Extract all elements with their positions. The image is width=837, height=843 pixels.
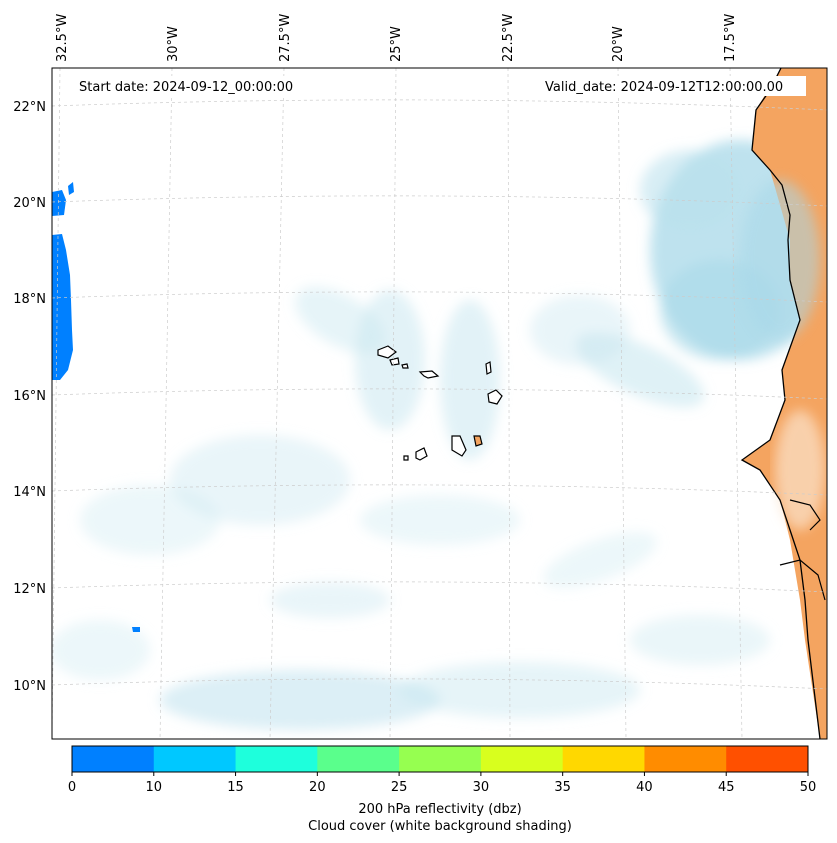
start-date-box bbox=[74, 76, 314, 96]
parallel bbox=[52, 291, 827, 303]
meridian bbox=[617, 68, 627, 739]
parallel bbox=[52, 581, 827, 593]
colorbar-segment bbox=[399, 746, 482, 772]
coastline bbox=[789, 499, 821, 531]
lon-label: 25°W bbox=[389, 26, 404, 62]
meridian bbox=[52, 68, 61, 739]
lon-label: 32.5°W bbox=[55, 14, 70, 62]
plot-frame bbox=[51, 67, 828, 740]
colorbar: 0 10 15 20 25 30 35 40 45 50 bbox=[68, 745, 817, 795]
colorbar-tick-label: 30 bbox=[473, 780, 490, 795]
lat-label: 12°N bbox=[13, 582, 46, 597]
meridian bbox=[389, 68, 397, 739]
cloud-over-land bbox=[740, 180, 820, 340]
cloud-patch bbox=[630, 615, 770, 665]
colorbar-tick-label: 35 bbox=[554, 780, 571, 795]
meridian bbox=[269, 68, 285, 739]
cloud-patch bbox=[543, 532, 657, 588]
colorbar-segment bbox=[480, 746, 564, 772]
island-maio bbox=[473, 435, 483, 447]
cloud-patch bbox=[440, 300, 500, 460]
cloud-patch bbox=[400, 662, 640, 718]
colorbar-tick-label: 25 bbox=[391, 780, 408, 795]
parallel bbox=[52, 99, 827, 111]
lat-label: 14°N bbox=[13, 485, 46, 500]
cloud-patch bbox=[270, 582, 390, 618]
reflectivity-echo bbox=[68, 182, 74, 195]
cloud-patch bbox=[170, 435, 350, 525]
parallel bbox=[52, 484, 827, 496]
lon-label: 20°W bbox=[611, 26, 626, 62]
meridian bbox=[159, 68, 173, 739]
island-boa-vista bbox=[487, 389, 503, 405]
island-sal bbox=[485, 361, 492, 375]
meridian bbox=[507, 68, 511, 739]
lat-label: 10°N bbox=[13, 679, 46, 694]
parallel bbox=[52, 388, 827, 400]
cloud-patch bbox=[294, 286, 386, 354]
colorbar-tick-label: 0 bbox=[68, 780, 76, 795]
parallel bbox=[52, 678, 827, 690]
colorbar-tick-label: 40 bbox=[636, 780, 653, 795]
island-brava bbox=[403, 455, 409, 461]
cloud-patch bbox=[160, 670, 440, 730]
coastline bbox=[740, 68, 821, 739]
colorbar-tick-label: 50 bbox=[800, 780, 817, 795]
colorbar-segment bbox=[644, 746, 727, 772]
cloud-patch bbox=[80, 485, 220, 555]
parallel bbox=[52, 195, 827, 207]
colorbar-frame bbox=[71, 745, 809, 773]
reflectivity-echo bbox=[52, 190, 66, 216]
cloud-patch bbox=[640, 150, 740, 230]
reflectivity-echo bbox=[132, 627, 140, 632]
island-sao-vicente bbox=[389, 357, 400, 366]
valid-date-box bbox=[540, 76, 806, 96]
colorbar-tick-label: 15 bbox=[227, 780, 244, 795]
island-santo-antao bbox=[377, 345, 397, 359]
island-santiago bbox=[451, 435, 467, 457]
valid-date-label: Valid_date: 2024-09-12T12:00:00.00 bbox=[545, 80, 783, 95]
lat-label: 16°N bbox=[13, 389, 46, 404]
lat-label: 22°N bbox=[13, 100, 46, 115]
colorbar-tick-label: 20 bbox=[309, 780, 326, 795]
cloud-patch bbox=[360, 495, 520, 545]
plot-layers bbox=[52, 68, 827, 739]
cloud-patch bbox=[530, 295, 630, 365]
meridian bbox=[729, 68, 743, 739]
colorbar-segment bbox=[317, 746, 400, 772]
lon-label: 22.5°W bbox=[501, 14, 516, 62]
colorbar-label-line2: Cloud cover (white background shading) bbox=[308, 819, 572, 834]
longitude-labels: 32.5°W 30°W 27.5°W 25°W 22.5°W 20°W 17.5… bbox=[55, 14, 738, 62]
lat-label: 18°N bbox=[13, 292, 46, 307]
colorbar-tick-label: 45 bbox=[718, 780, 735, 795]
start-date-label: Start date: 2024-09-12_00:00:00 bbox=[79, 80, 293, 95]
colorbar-segment bbox=[72, 746, 155, 772]
island-santa-luzia bbox=[401, 363, 409, 369]
gridlines bbox=[52, 68, 827, 739]
island-fogo bbox=[415, 447, 428, 461]
colorbar-segment bbox=[562, 746, 645, 772]
colorbar-tick-label: 10 bbox=[146, 780, 163, 795]
cloud-over-land bbox=[775, 410, 825, 530]
colorbar-segment bbox=[235, 746, 318, 772]
latitude-labels: 22°N 20°N 18°N 16°N 14°N 12°N 10°N bbox=[13, 100, 46, 694]
colorbar-label-line1: 200 hPa reflectivity (dbz) bbox=[358, 802, 521, 817]
cloud-patch bbox=[52, 620, 150, 680]
coastline bbox=[779, 559, 826, 601]
lat-label: 20°N bbox=[13, 196, 46, 211]
reflectivity-echo bbox=[52, 234, 73, 380]
cape-verde-islands bbox=[377, 345, 503, 461]
colorbar-segment bbox=[153, 746, 237, 772]
lon-label: 30°W bbox=[166, 26, 181, 62]
lon-label: 27.5°W bbox=[278, 14, 293, 62]
lon-label: 17.5°W bbox=[723, 14, 738, 62]
island-sao-nicolau bbox=[418, 370, 440, 379]
colorbar-segment bbox=[726, 746, 809, 772]
